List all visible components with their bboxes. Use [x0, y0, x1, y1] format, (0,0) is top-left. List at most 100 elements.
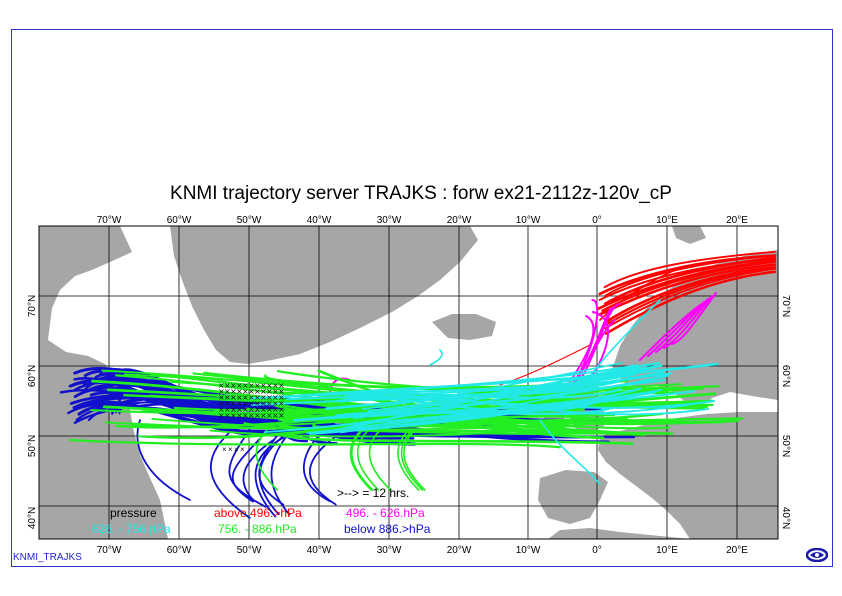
- start-markers: ××××××××××××××××××××××××××××××××××××××××…: [218, 381, 285, 454]
- trajectory-line: [337, 376, 632, 403]
- start-marker: ×: [254, 381, 261, 390]
- start-marker: ×: [230, 399, 237, 408]
- lat-labels-right: 70°N 60°N 50°N 40°N: [780, 295, 791, 529]
- legend: >--> = 12 hrs. pressure above 496.>hPa 4…: [92, 486, 431, 536]
- trajectory-line: [655, 298, 709, 353]
- lat-label: 40°N: [27, 507, 38, 529]
- trajectory-line: [397, 429, 420, 491]
- start-marker: ×: [218, 405, 225, 414]
- lon-labels-bottom: 70°W 60°W 50°W 40°W 30°W 20°W 10°W 0° 10…: [97, 545, 749, 556]
- start-marker: ×: [266, 405, 273, 414]
- start-marker: ×: [278, 399, 285, 408]
- start-marker: ×: [248, 387, 255, 396]
- lon-label: 0°: [592, 215, 602, 226]
- start-marker: ×: [254, 411, 261, 420]
- start-marker: ×: [272, 405, 279, 414]
- start-marker: ×: [236, 405, 243, 414]
- trajectory-line: [429, 349, 443, 366]
- start-marker: ×: [236, 411, 243, 420]
- legend-scale-note: >--> = 12 hrs.: [337, 486, 409, 500]
- trajectory-line: [671, 292, 717, 345]
- start-marker: ×: [230, 405, 237, 414]
- trajectory-line: [403, 429, 426, 491]
- trajectories: [59, 250, 777, 519]
- lon-label: 20°W: [447, 545, 472, 556]
- trajectory-line: [351, 429, 374, 491]
- start-marker: ×: [224, 393, 231, 402]
- lon-label: 50°W: [237, 215, 262, 226]
- trajectory-line: [286, 396, 716, 409]
- land-greenland: [170, 226, 478, 364]
- trajectory-line: [136, 419, 191, 501]
- start-marker: ×: [272, 381, 279, 390]
- start-marker: ×: [260, 381, 267, 390]
- start-marker: ×: [242, 411, 249, 420]
- lat-label: 40°N: [780, 507, 791, 529]
- legend-band3: 756. - 886.hPa: [218, 522, 297, 536]
- start-marker: ×: [266, 399, 273, 408]
- trajectory-line: [647, 301, 705, 357]
- start-marker: ×: [218, 393, 225, 402]
- legend-above: above 496.>hPa: [214, 506, 302, 520]
- lat-label: 70°N: [27, 295, 38, 317]
- knmi-logo-icon: [806, 548, 828, 562]
- start-marker: ×: [266, 381, 273, 390]
- trajectory-line: [599, 267, 681, 321]
- trajectory-line: [598, 254, 777, 296]
- trajectory-line: [67, 402, 309, 443]
- start-marker: ×: [266, 411, 273, 420]
- lon-labels-top: 70°W 60°W 50°W 40°W 30°W 20°W 10°W 0° 10…: [97, 215, 749, 226]
- start-marker: ×: [272, 387, 279, 396]
- trajectory-line: [597, 259, 777, 310]
- lon-label: 20°W: [447, 215, 472, 226]
- start-marker: ×: [278, 411, 285, 420]
- land-africa: [548, 528, 690, 539]
- trajectory-line: [357, 429, 380, 491]
- legend-band1: 496. - 626.hPa: [346, 506, 425, 520]
- start-marker: ×: [236, 387, 243, 396]
- trajectory-line: [329, 377, 351, 396]
- land-europe: [598, 412, 778, 539]
- start-marker: ×: [218, 381, 225, 390]
- start-marker: ×: [242, 381, 249, 390]
- start-marker: ×: [224, 411, 231, 420]
- trajectory-line: [663, 295, 713, 349]
- start-marker: ×: [236, 393, 243, 402]
- start-marker: ×: [272, 399, 279, 408]
- legend-pressure-label: pressure: [110, 506, 157, 520]
- page-title: KNMI trajectory server TRAJKS : forw ex2…: [170, 183, 672, 204]
- trajectory-line: [572, 299, 599, 384]
- legend-below: below 886.>hPa: [344, 522, 431, 536]
- start-marker: ×: [222, 445, 227, 454]
- start-marker: ×: [242, 387, 249, 396]
- trajectory-line: [272, 401, 664, 422]
- lon-label: 40°W: [307, 545, 332, 556]
- trajectory-line: [639, 304, 701, 361]
- start-marker: ×: [272, 393, 279, 402]
- trajectory-line: [587, 311, 609, 384]
- trajectory-line: [308, 435, 338, 506]
- start-marker: ×: [224, 381, 231, 390]
- trajectory-line: [250, 379, 666, 407]
- land-iberia: [538, 470, 608, 524]
- lon-label: 50°W: [237, 545, 262, 556]
- lon-label: 10°W: [516, 215, 541, 226]
- start-marker: ×: [224, 387, 231, 396]
- start-marker: ×: [248, 411, 255, 420]
- trajectory-line: [254, 436, 285, 518]
- trajectory-line: [280, 433, 634, 445]
- trajectory-line: [604, 270, 777, 335]
- trajectory-line: [606, 266, 777, 323]
- lon-label: 30°W: [377, 545, 402, 556]
- start-marker: ×: [278, 387, 285, 396]
- lon-label: 0°: [592, 545, 602, 556]
- start-marker: ×: [236, 381, 243, 390]
- start-marker: ×: [266, 387, 273, 396]
- lon-label: 60°W: [167, 215, 192, 226]
- lat-label: 60°N: [780, 365, 791, 387]
- start-marker: ×: [230, 387, 237, 396]
- start-marker: ×: [278, 393, 285, 402]
- start-marker: ×: [236, 399, 243, 408]
- lat-label: 60°N: [27, 365, 38, 387]
- lon-label: 40°W: [307, 215, 332, 226]
